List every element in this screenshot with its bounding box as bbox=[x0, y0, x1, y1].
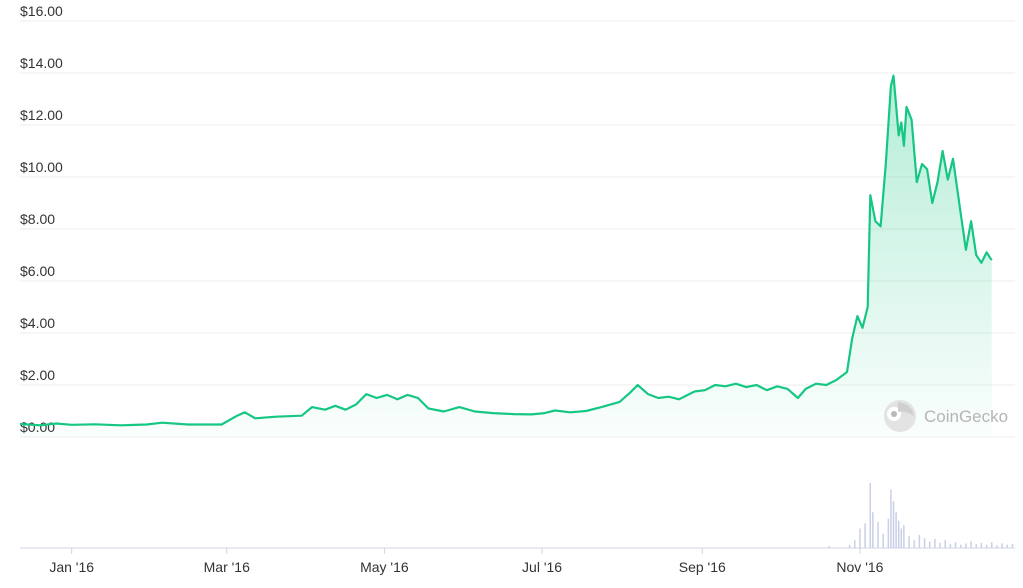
volume-bar bbox=[1006, 544, 1008, 548]
volume-bar bbox=[859, 528, 861, 548]
x-tick-label: May '16 bbox=[360, 559, 409, 575]
volume-bar bbox=[877, 522, 879, 548]
watermark-text: CoinGecko bbox=[924, 407, 1008, 426]
volume-bar bbox=[869, 483, 872, 548]
price-line-series bbox=[19, 74, 993, 427]
volume-bar bbox=[872, 512, 874, 548]
volume-bar bbox=[864, 523, 866, 548]
volume-bar bbox=[887, 518, 890, 548]
price-area bbox=[20, 75, 992, 437]
x-tick-label: Nov '16 bbox=[836, 559, 883, 575]
x-tick-label: Jul '16 bbox=[522, 559, 562, 575]
coingecko-watermark: CoinGecko bbox=[884, 400, 1008, 432]
x-tick-label: Sep '16 bbox=[679, 559, 726, 575]
y-tick-label: $10.00 bbox=[20, 159, 63, 175]
volume-bar bbox=[900, 528, 903, 548]
volume-bar bbox=[908, 536, 910, 548]
y-tick-label: $14.00 bbox=[20, 55, 63, 71]
volume-bar bbox=[949, 544, 952, 548]
volume-bar bbox=[965, 543, 967, 548]
volume-bar bbox=[854, 540, 856, 548]
y-tick-label: $16.00 bbox=[20, 3, 63, 19]
volume-bar bbox=[990, 542, 993, 548]
volume-bar bbox=[939, 542, 941, 548]
y-tick-label: $4.00 bbox=[20, 315, 55, 331]
volume-bar bbox=[903, 525, 905, 548]
volume-bar bbox=[954, 542, 957, 548]
x-tick-label: Mar '16 bbox=[204, 559, 250, 575]
grid-lines bbox=[20, 20, 1015, 438]
volume-bar bbox=[996, 545, 998, 548]
volume-bar bbox=[970, 541, 972, 548]
volume-bar bbox=[928, 541, 931, 548]
y-tick-label: $2.00 bbox=[20, 367, 55, 383]
volume-bar bbox=[918, 535, 921, 548]
volume-bar bbox=[944, 540, 946, 548]
y-tick-label: $6.00 bbox=[20, 263, 55, 279]
gecko-logo-icon bbox=[884, 400, 916, 432]
volume-bar bbox=[882, 533, 884, 548]
volume-bar bbox=[892, 501, 895, 548]
y-axis-ticks: $0.00$2.00$4.00$6.00$8.00$10.00$12.00$14… bbox=[20, 3, 63, 435]
volume-bars bbox=[828, 483, 1014, 548]
volume-bar bbox=[980, 542, 983, 548]
price-line bbox=[19, 74, 993, 427]
y-tick-label: $8.00 bbox=[20, 211, 55, 227]
volume-bar bbox=[890, 489, 892, 548]
volume-bar bbox=[1011, 544, 1014, 548]
volume-bar bbox=[923, 538, 926, 548]
volume-bar bbox=[895, 512, 897, 548]
volume-bar bbox=[897, 520, 900, 548]
volume-bar bbox=[934, 538, 936, 548]
volume-bar bbox=[913, 540, 915, 548]
x-axis: Jan '16 Mar '16 May '16 Jul '16 Sep '16 Nov '… bbox=[20, 547, 1015, 575]
volume-bar bbox=[828, 546, 830, 548]
volume-bar bbox=[975, 544, 977, 548]
x-tick-label: Jan '16 bbox=[49, 559, 94, 575]
volume-bar bbox=[848, 544, 851, 548]
volume-bar bbox=[1001, 543, 1003, 548]
volume-bar bbox=[959, 544, 962, 548]
price-area-fill bbox=[20, 75, 992, 437]
volume-bar bbox=[985, 544, 988, 548]
y-tick-label: $12.00 bbox=[20, 107, 63, 123]
